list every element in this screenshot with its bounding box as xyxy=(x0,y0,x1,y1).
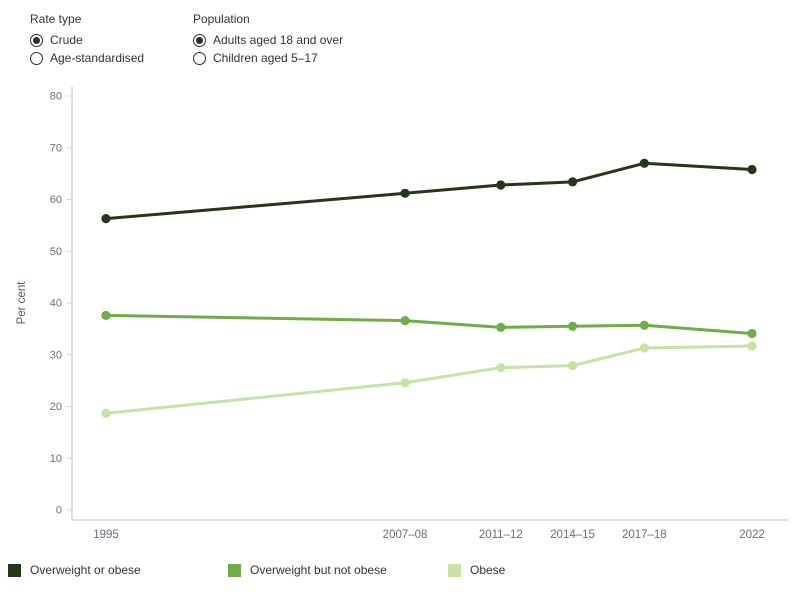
population-title: Population xyxy=(193,12,250,26)
radio-option-label: Adults aged 18 and over xyxy=(213,33,344,47)
legend-item-overweight-or-obese[interactable]: Overweight or obese xyxy=(8,561,141,579)
series-line-overweight-but-not-obese xyxy=(104,313,754,336)
radio-option-label: Crude xyxy=(50,33,83,47)
y-axis-tick-label: 40 xyxy=(50,298,62,310)
data-point-overweight-or-obese-2011-12[interactable] xyxy=(496,180,506,190)
population-options: Adults aged 18 and over Children aged 5–1… xyxy=(193,31,343,67)
legend-swatch-icon xyxy=(228,563,241,577)
legend-label: Overweight or obese xyxy=(30,563,141,577)
data-point-overweight-or-obese-1995[interactable] xyxy=(101,214,111,224)
legend-swatch-icon xyxy=(448,563,461,577)
radio-selected-icon[interactable] xyxy=(30,33,43,47)
data-point-overweight-or-obese-2017-18[interactable] xyxy=(639,158,649,168)
radio-option-children-aged-5-17[interactable]: Children aged 5–17 xyxy=(193,49,343,67)
y-axis-title: Per cent xyxy=(16,281,28,325)
x-axis-tick-label: 2014–15 xyxy=(550,529,595,541)
y-axis-tick-label: 80 xyxy=(50,91,62,103)
data-point-overweight-but-not-obese-2022[interactable] xyxy=(747,328,757,339)
radio-option-adults-aged-18-and-over[interactable]: Adults aged 18 and over xyxy=(193,31,343,49)
x-axis-tick-label: 2011–12 xyxy=(479,529,523,541)
legend-swatch-icon xyxy=(8,563,21,577)
y-axis-tick-label: 30 xyxy=(50,349,62,361)
legend-item-overweight-but-not-obese[interactable]: Overweight but not obese xyxy=(228,561,387,579)
x-axis-tick-label: 2007–08 xyxy=(383,529,428,541)
legend-label: Overweight but not obese xyxy=(250,563,387,577)
x-axis-tick-label: 2017–18 xyxy=(622,529,667,541)
legend-item-obese[interactable]: Obese xyxy=(448,561,505,579)
population-filter: Population Adults aged 18 and over Childr… xyxy=(193,12,343,67)
data-point-overweight-but-not-obese-2014-15[interactable] xyxy=(567,321,578,331)
rate-type-filter: Rate type Crude Age-standardised xyxy=(30,12,144,67)
series-line-overweight-or-obese xyxy=(104,161,754,221)
radio-unselected-icon[interactable] xyxy=(30,51,43,65)
radio-option-label: Age-standardised xyxy=(50,51,145,65)
rate-type-options: Crude Age-standardised xyxy=(30,31,144,67)
data-point-obese-2007-08[interactable] xyxy=(400,378,410,388)
data-point-overweight-or-obese-2014-15[interactable] xyxy=(567,177,578,187)
rate-type-title: Rate type xyxy=(30,12,82,26)
x-axis-tick-label: 1995 xyxy=(93,529,119,541)
radio-option-crude[interactable]: Crude xyxy=(30,31,144,49)
radio-option-label: Children aged 5–17 xyxy=(213,51,318,65)
line-chart: 0 10 20 30 40 50 60 70 80 Per cent 1995 2007–08 2011… xyxy=(16,87,788,541)
y-axis-tick-label: 20 xyxy=(50,401,62,413)
data-point-obese-2017-18[interactable] xyxy=(639,343,649,353)
data-point-overweight-but-not-obese-2007-08[interactable] xyxy=(400,315,410,326)
data-point-obese-1995[interactable] xyxy=(101,408,111,418)
y-axis-tick-label: 10 xyxy=(50,453,62,465)
data-point-obese-2014-15[interactable] xyxy=(567,361,578,371)
y-axis-tick-label: 60 xyxy=(50,194,62,206)
data-point-overweight-but-not-obese-2011-12[interactable] xyxy=(496,322,506,332)
x-axis-tick-label: 2022 xyxy=(739,529,765,541)
legend-label: Obese xyxy=(470,563,506,577)
y-axis-tick-label: 0 xyxy=(56,505,62,517)
y-axis-tick-label: 50 xyxy=(50,246,62,258)
chart-legend: Overweight or obese Overweight but not ob… xyxy=(0,561,800,583)
radio-unselected-icon[interactable] xyxy=(193,51,206,65)
series-line-obese xyxy=(104,344,754,415)
data-point-overweight-but-not-obese-2017-18[interactable] xyxy=(639,320,649,330)
radio-option-age-standardised[interactable]: Age-standardised xyxy=(30,49,144,67)
y-axis-tick-label: 70 xyxy=(50,142,62,154)
data-point-obese-2022[interactable] xyxy=(747,341,757,351)
data-point-overweight-or-obese-2007-08[interactable] xyxy=(400,188,410,198)
data-point-overweight-but-not-obese-1995[interactable] xyxy=(101,310,111,321)
data-point-obese-2011-12[interactable] xyxy=(496,363,506,373)
radio-selected-icon[interactable] xyxy=(193,33,206,47)
data-point-overweight-or-obese-2022[interactable] xyxy=(747,164,757,175)
